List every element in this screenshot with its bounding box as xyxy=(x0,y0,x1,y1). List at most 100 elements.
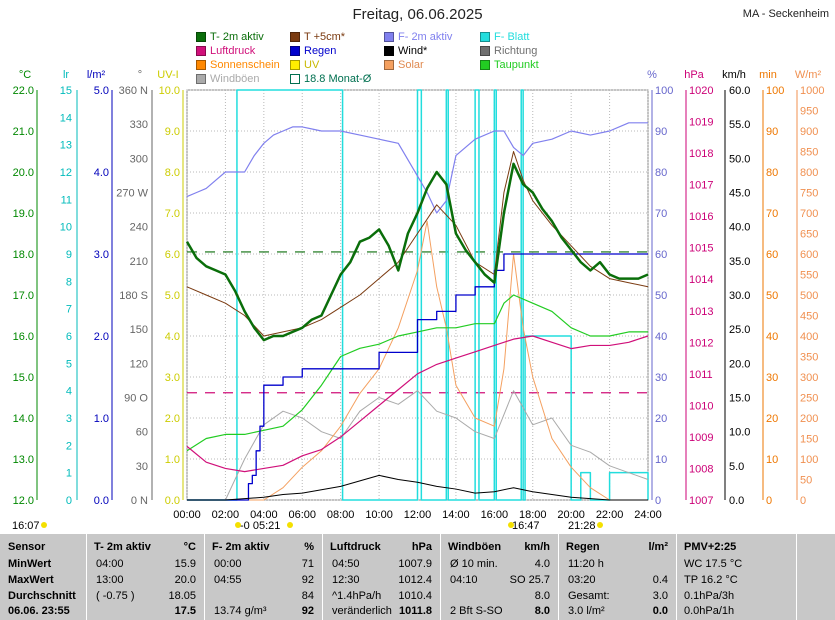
wind-tick-label: 60.0 xyxy=(729,85,750,97)
legend-item: Regen xyxy=(290,45,336,57)
hum-axis-title: % xyxy=(647,69,657,81)
leaf-tick-label: 6 xyxy=(66,331,72,343)
uv-tick-label: 6.0 xyxy=(165,249,180,261)
table-column: T- 2m aktiv °C 04:00 15.9 13:00 20.0 ( -0.75 )… xyxy=(86,534,205,620)
press-tick-label: 1009 xyxy=(689,432,713,444)
rain-tick-label: 2.0 xyxy=(94,331,109,343)
solar-tick-label: 50 xyxy=(800,475,812,487)
wind-tick-label: 40.0 xyxy=(729,222,750,234)
wind-tick-label: 0.0 xyxy=(729,495,744,507)
temp-tick-label: 13.0 xyxy=(13,454,34,466)
solar-axis-title: W/m² xyxy=(795,69,822,81)
table-value: 1012.4 xyxy=(398,574,432,586)
hum-tick-label: 60 xyxy=(655,249,667,261)
hum-tick-label: 10 xyxy=(655,454,667,466)
hum-tick-label: 20 xyxy=(655,413,667,425)
table-column: Regen l/m² 11:20 h 03:20 0.4 Gesamt: 3.0 3.0 l/… xyxy=(558,534,677,620)
table-cell: 2 Bft S-SO xyxy=(450,605,503,617)
leaf-tick-label: 7 xyxy=(66,304,72,316)
table-cell: 0.0hPa/1h xyxy=(684,605,735,617)
hum-tick-label: 40 xyxy=(655,331,667,343)
press-tick-label: 1020 xyxy=(689,85,713,97)
uv-tick-label: 7.0 xyxy=(165,208,180,220)
table-cell: 0.1hPa/3h xyxy=(684,590,735,602)
leaf-tick-label: 11 xyxy=(61,194,72,206)
min-tick-label: 40 xyxy=(766,331,778,343)
temp-tick-label: 17.0 xyxy=(13,290,34,302)
series-regen xyxy=(187,253,648,501)
leaf-tick-label: 14 xyxy=(60,112,72,124)
sun-icon xyxy=(287,522,293,528)
min-tick-label: 70 xyxy=(766,208,778,220)
leaf-tick-label: 3 xyxy=(66,413,72,425)
min-tick-label: 20 xyxy=(766,413,778,425)
legend-swatch xyxy=(196,60,206,70)
rain-tick-label: 0.0 xyxy=(94,495,109,507)
solar-tick-label: 450 xyxy=(800,311,818,323)
station-name: MA - Seckenheim xyxy=(742,8,829,20)
dir-tick-label: 300 xyxy=(130,153,148,165)
legend-item: Taupunkt xyxy=(480,59,539,71)
table-column: PMV+2:25 WC 17.5 °C TP 16.2 °C 0.1hPa/3h 0.0… xyxy=(676,534,797,620)
sun-mid-label: 16:47 xyxy=(512,520,540,532)
solar-tick-label: 550 xyxy=(800,270,818,282)
legend-swatch xyxy=(384,60,394,70)
table-cell: 04:10 xyxy=(450,574,478,586)
legend-swatch xyxy=(480,32,490,42)
table-column xyxy=(796,534,835,620)
hum-tick-label: 100 xyxy=(655,85,673,97)
table-unit: l/m² xyxy=(648,541,668,553)
legend-label: UV xyxy=(304,59,320,71)
leaf-tick-label: 9 xyxy=(66,249,72,261)
uv-tick-label: 10.0 xyxy=(159,85,180,97)
table-cell: 00:00 xyxy=(214,558,242,570)
uv-tick-label: 2.0 xyxy=(165,413,180,425)
uv-tick-label: 9.0 xyxy=(165,126,180,138)
table-header: T- 2m aktiv xyxy=(94,541,151,553)
min-tick-label: 60 xyxy=(766,249,778,261)
rain-tick-label: 4.0 xyxy=(94,167,109,179)
legend-item: UV xyxy=(290,59,319,71)
table-cell: Ø 10 min. xyxy=(450,558,498,570)
dir-tick-label: 270 W xyxy=(116,188,148,200)
sun-icon xyxy=(508,522,514,528)
table-column: Luftdruck hPa 04:50 1007.9 12:30 1012.4 ^1.4hP… xyxy=(322,534,441,620)
legend-label: T- 2m aktiv xyxy=(210,31,264,43)
table-value: 92 xyxy=(301,605,314,617)
series-f-blatt xyxy=(187,89,649,501)
table-cell: 12:30 xyxy=(332,574,360,586)
leaf-tick-label: 1 xyxy=(66,468,72,480)
table-header: PMV+2:25 xyxy=(684,541,737,553)
dir-tick-label: 180 S xyxy=(119,290,148,302)
table-value: 8.0 xyxy=(534,605,550,617)
legend-label: Sonnenschein xyxy=(210,59,280,71)
temp-tick-label: 16.0 xyxy=(13,331,34,343)
uv-tick-label: 4.0 xyxy=(165,331,180,343)
legend-label: Luftdruck xyxy=(210,45,256,57)
wind-tick-label: 25.0 xyxy=(729,324,750,336)
wind-axis-title: km/h xyxy=(722,69,746,81)
legend-item: T +5cm* xyxy=(290,31,345,43)
hum-tick-label: 90 xyxy=(655,126,667,138)
legend-label: Windböen xyxy=(210,73,260,85)
table-header: Luftdruck xyxy=(330,541,381,553)
legend-label: F- 2m aktiv xyxy=(398,31,453,43)
table-cell: ( -0.75 ) xyxy=(96,590,135,602)
dir-tick-label: 30 xyxy=(136,461,148,473)
solar-tick-label: 800 xyxy=(800,167,818,179)
min-tick-label: 0 xyxy=(766,495,772,507)
temp-tick-label: 15.0 xyxy=(13,372,34,384)
time-tick-label: 02:00 xyxy=(212,509,240,521)
legend-swatch xyxy=(290,46,300,56)
row-label: MinWert xyxy=(8,558,52,570)
legend-label: Richtung xyxy=(494,45,538,57)
table-value: 92 xyxy=(301,574,314,586)
table-value: SO 25.7 xyxy=(509,574,550,586)
solar-tick-label: 500 xyxy=(800,290,818,302)
legend-item: F- Blatt xyxy=(480,31,529,43)
time-tick-label: 08:00 xyxy=(327,509,355,521)
press-tick-label: 1019 xyxy=(689,117,713,129)
chart-title: Freitag, 06.06.2025 xyxy=(352,6,483,23)
table-header: Regen xyxy=(566,541,600,553)
time-tick-label: 18:00 xyxy=(519,509,547,521)
